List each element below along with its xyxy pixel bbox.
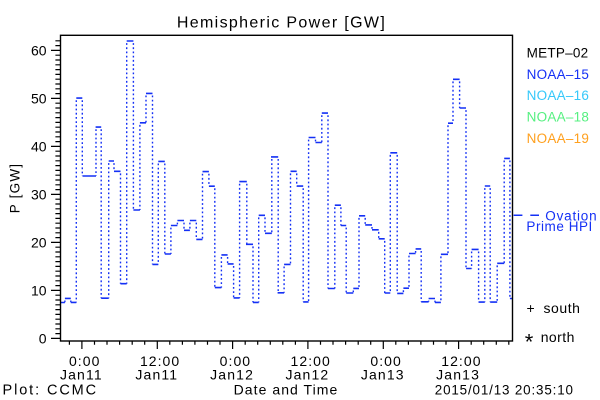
svg-text:P [GW]: P [GW] [8,163,23,213]
svg-text:20: 20 [31,235,47,251]
svg-text:NOAA–16: NOAA–16 [527,88,590,103]
svg-text:Jan12: Jan12 [285,367,329,383]
svg-text:30: 30 [31,187,47,203]
svg-text:NOAA–15: NOAA–15 [527,67,590,82]
svg-text:Jan12: Jan12 [210,367,254,383]
svg-text:50: 50 [31,91,47,107]
svg-text:10: 10 [31,283,47,299]
svg-text:0:00: 0:00 [69,353,100,369]
svg-text:south: south [544,300,581,316]
svg-text:Prime HPI: Prime HPI [526,219,592,234]
svg-text:Date and Time: Date and Time [234,381,339,397]
svg-text:NOAA–18: NOAA–18 [527,110,590,125]
svg-text:Jan13: Jan13 [361,367,405,383]
svg-text:+: + [527,300,535,316]
svg-text:12:00: 12:00 [291,353,331,369]
svg-text:12:00: 12:00 [140,353,180,369]
svg-text:2015/01/13 20:35:10: 2015/01/13 20:35:10 [435,382,574,397]
svg-text:0:00: 0:00 [220,353,251,369]
svg-text:Jan13: Jan13 [436,367,480,383]
svg-text:Plot: CCMC: Plot: CCMC [3,382,99,398]
svg-text:0: 0 [39,331,47,347]
svg-text:12:00: 12:00 [441,353,481,369]
svg-text:*: * [525,329,534,354]
svg-text:60: 60 [31,43,47,59]
svg-text:Jan11: Jan11 [135,367,178,383]
svg-text:40: 40 [31,139,47,155]
svg-text:Ovation: Ovation [545,208,597,223]
svg-text:NOAA–19: NOAA–19 [527,131,590,146]
svg-text:0:00: 0:00 [370,353,401,369]
svg-text:METP–02: METP–02 [527,45,589,60]
svg-text:north: north [541,329,575,345]
svg-text:Jan11: Jan11 [60,367,103,383]
svg-text:Hemispheric Power [GW]: Hemispheric Power [GW] [177,14,386,31]
